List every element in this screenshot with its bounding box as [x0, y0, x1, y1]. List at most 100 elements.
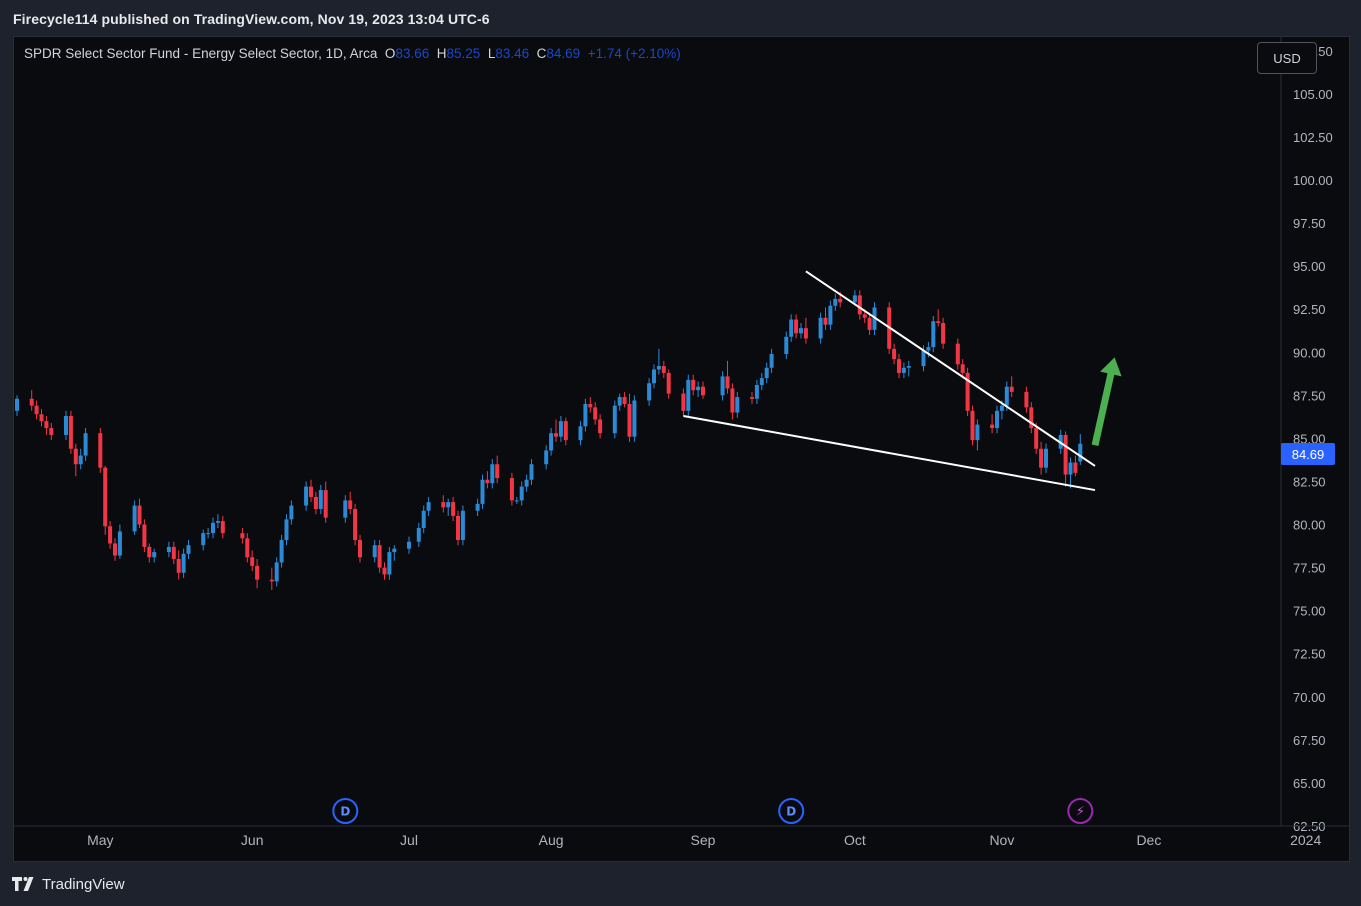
candle-body	[764, 367, 769, 379]
currency-button[interactable]: USD	[1257, 42, 1317, 74]
price-tick-label: 67.50	[1293, 733, 1326, 748]
candle-body	[176, 558, 181, 573]
candle-body	[152, 552, 157, 558]
candle-body	[323, 490, 328, 518]
event-marker: ⚡	[1067, 798, 1094, 824]
candle	[132, 500, 137, 535]
candle	[201, 529, 206, 551]
candle	[304, 481, 309, 511]
price-chart[interactable]: DD⚡ 107.50105.00102.50100.0097.5095.0092…	[14, 37, 1349, 861]
plot-area[interactable]: D D ⚡	[15, 270, 1122, 824]
candle	[617, 393, 622, 411]
price-tick-label: 85.00	[1293, 431, 1326, 446]
candle	[186, 540, 191, 559]
candle	[1029, 402, 1034, 434]
candle	[691, 374, 696, 396]
candle-body	[475, 503, 480, 511]
candle	[578, 421, 583, 446]
candle-body	[666, 372, 671, 394]
candle-body	[701, 386, 705, 396]
candle-body	[284, 519, 289, 541]
candle	[211, 517, 215, 539]
candle	[529, 459, 534, 485]
candle	[274, 557, 279, 587]
price-tick-label: 80.00	[1293, 518, 1326, 533]
candle-body	[83, 433, 88, 456]
footer-brand[interactable]: TradingView	[12, 874, 125, 894]
last-price-label: 84.69	[1281, 443, 1335, 465]
candle	[358, 534, 362, 563]
candle	[730, 383, 735, 420]
candle	[451, 496, 456, 522]
candle-body	[789, 319, 794, 337]
chart-panel[interactable]: DD⚡ 107.50105.00102.50100.0097.5095.0092…	[13, 36, 1350, 862]
candle	[313, 491, 318, 515]
candle	[960, 359, 965, 379]
time-axis[interactable]: May Jun Jul Aug Sep Oct Nov Dec 2024	[14, 825, 1349, 848]
candle	[446, 498, 451, 516]
candle	[666, 369, 671, 399]
candle	[382, 562, 387, 580]
candle-body	[15, 398, 19, 411]
candle-body	[823, 317, 828, 325]
candle	[348, 491, 353, 515]
candle-body	[828, 305, 833, 325]
low-label: L	[487, 46, 496, 61]
candle-body	[103, 467, 108, 527]
candle	[284, 514, 289, 546]
candle	[524, 474, 529, 492]
candle-body	[68, 415, 73, 449]
candle	[353, 503, 358, 546]
candle-body	[519, 486, 524, 501]
change-value: +1.74 (+2.10%)	[587, 46, 681, 61]
candle-body	[460, 510, 465, 541]
candle-body	[990, 424, 995, 429]
candle-body	[558, 421, 563, 437]
candle-body	[730, 388, 735, 413]
candle-body	[377, 545, 382, 568]
candle-body	[245, 538, 250, 558]
candle-body	[289, 505, 294, 520]
candle-body	[955, 343, 960, 365]
candle-body	[1078, 443, 1083, 462]
candle-body	[931, 321, 936, 348]
candle	[686, 374, 691, 416]
candle	[661, 360, 666, 379]
candle-body	[39, 414, 44, 422]
candle-body	[656, 366, 661, 370]
candle	[44, 415, 49, 435]
candle-body	[343, 500, 348, 518]
candle-body	[1029, 407, 1034, 429]
candle	[750, 391, 754, 404]
time-tick-label: Aug	[539, 832, 564, 848]
candle	[995, 405, 999, 434]
price-axis[interactable]: 107.50105.00102.50100.0097.5095.0092.509…	[1280, 37, 1333, 834]
candle-body	[593, 407, 598, 420]
candle	[823, 307, 828, 330]
candle-body	[598, 419, 603, 434]
candle-body	[897, 359, 901, 373]
candle-body	[696, 386, 701, 391]
candle	[279, 534, 284, 568]
candle	[181, 548, 186, 578]
candle-body	[372, 545, 377, 558]
candle-body	[34, 405, 39, 415]
candle	[759, 372, 764, 391]
publish-header: Firecycle114 published on TradingView.co…	[0, 0, 1361, 38]
candle	[1044, 443, 1048, 473]
candle-body	[181, 553, 186, 573]
candle-body	[1063, 434, 1068, 475]
dividend-marker: D	[778, 798, 805, 824]
candle-body	[269, 579, 274, 582]
candle-body	[514, 500, 519, 502]
candle-body	[1073, 462, 1078, 473]
candle-body	[926, 347, 931, 351]
candle	[906, 360, 911, 377]
candle	[171, 541, 176, 565]
candle-body	[49, 428, 54, 435]
candle	[34, 400, 39, 420]
candle-body	[147, 546, 152, 558]
open-value: 83.66	[395, 46, 430, 61]
candle-body	[725, 376, 730, 389]
candle-body	[446, 502, 451, 508]
